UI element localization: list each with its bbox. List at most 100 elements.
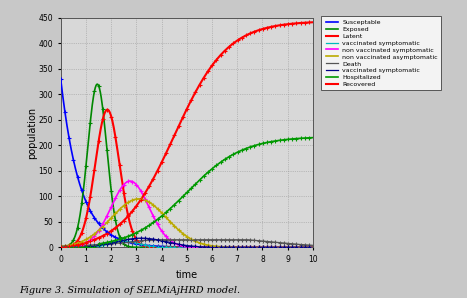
Latent xyxy=(105,108,110,111)
Hospitalized xyxy=(58,246,64,249)
vaccinated symptomatic xyxy=(310,246,316,249)
Latent xyxy=(172,246,178,249)
non vaccinated asymptomatic xyxy=(103,222,108,226)
Latent xyxy=(310,246,316,249)
X-axis label: time: time xyxy=(176,269,198,280)
Recovered xyxy=(206,67,212,71)
Hospitalized xyxy=(172,203,177,206)
Susceptable xyxy=(206,246,212,249)
Exposed xyxy=(123,244,129,247)
non vaccinated asymptomatic xyxy=(58,245,64,248)
non vaccinated asymptomatic xyxy=(248,246,254,249)
Latent xyxy=(207,246,212,249)
Line: non vaccinated symptomatic: non vaccinated symptomatic xyxy=(61,181,313,247)
Susceptable xyxy=(123,240,128,243)
non vaccinated symptomatic xyxy=(207,246,212,249)
Susceptable xyxy=(310,246,316,249)
non vaccinated symptomatic xyxy=(103,217,108,221)
vaccinated symptomatic xyxy=(58,246,64,249)
vaccinated symptomatic xyxy=(227,246,233,249)
vaccinated symptomatic xyxy=(172,246,178,249)
Latent xyxy=(123,203,129,207)
non vaccinated symptomatic xyxy=(127,179,133,183)
Hospitalized xyxy=(206,169,212,173)
vaccinated symptomatic xyxy=(58,246,64,249)
Death xyxy=(310,243,316,247)
non vaccinated asymptomatic xyxy=(310,246,316,249)
non vaccinated asymptomatic xyxy=(207,244,212,247)
Death xyxy=(58,245,64,248)
Susceptable xyxy=(248,246,254,249)
non vaccinated symptomatic xyxy=(123,181,128,185)
Latent xyxy=(58,246,64,249)
Y-axis label: population: population xyxy=(27,107,37,159)
Susceptable xyxy=(58,77,64,81)
Susceptable xyxy=(103,229,108,232)
Line: vaccinated symptomatic: vaccinated symptomatic xyxy=(61,241,313,247)
non vaccinated asymptomatic xyxy=(123,202,128,206)
Exposed xyxy=(310,246,316,249)
Line: Recovered: Recovered xyxy=(61,22,313,247)
vaccinated symptomatic xyxy=(123,240,129,243)
Hospitalized xyxy=(248,145,254,149)
Recovered xyxy=(103,233,108,236)
Hospitalized xyxy=(226,155,232,159)
Susceptable xyxy=(226,246,232,249)
Death xyxy=(149,238,155,241)
Line: vaccinated symptomatic: vaccinated symptomatic xyxy=(61,238,313,247)
Death xyxy=(248,238,254,242)
vaccinated symptomatic xyxy=(139,236,144,240)
Hospitalized xyxy=(310,136,316,139)
vaccinated symptomatic xyxy=(121,239,127,243)
Recovered xyxy=(172,133,177,136)
Death xyxy=(207,238,212,241)
Exposed xyxy=(94,82,100,86)
non vaccinated asymptomatic xyxy=(227,245,233,249)
Exposed xyxy=(58,246,64,249)
non vaccinated symptomatic xyxy=(227,246,233,249)
Recovered xyxy=(123,217,128,221)
vaccinated symptomatic xyxy=(248,246,254,249)
vaccinated symptomatic xyxy=(123,238,128,242)
Latent xyxy=(227,246,233,249)
non vaccinated symptomatic xyxy=(58,246,64,249)
Legend: Susceptable, Exposed, Latent, vaccinated symptomatic, non vaccinated symptomatic: Susceptable, Exposed, Latent, vaccinated… xyxy=(321,16,441,91)
Recovered xyxy=(58,246,64,249)
vaccinated symptomatic xyxy=(248,246,254,249)
non vaccinated symptomatic xyxy=(248,246,254,249)
Death xyxy=(123,240,128,244)
vaccinated symptomatic xyxy=(172,242,178,245)
Hospitalized xyxy=(123,235,128,239)
Recovered xyxy=(248,32,254,35)
Susceptable xyxy=(172,245,177,249)
Death xyxy=(227,238,233,241)
Line: Hospitalized: Hospitalized xyxy=(61,138,313,247)
vaccinated symptomatic xyxy=(103,242,108,246)
vaccinated symptomatic xyxy=(227,246,233,249)
Line: Exposed: Exposed xyxy=(61,84,313,247)
Recovered xyxy=(226,45,232,49)
Death xyxy=(172,238,178,241)
Recovered xyxy=(310,21,316,24)
non vaccinated symptomatic xyxy=(172,242,178,245)
Exposed xyxy=(248,246,254,249)
Line: Death: Death xyxy=(61,240,313,246)
Line: Latent: Latent xyxy=(61,110,313,247)
vaccinated symptomatic xyxy=(310,246,316,249)
Line: Susceptable: Susceptable xyxy=(61,79,313,247)
non vaccinated symptomatic xyxy=(310,246,316,249)
vaccinated symptomatic xyxy=(207,246,212,249)
non vaccinated asymptomatic xyxy=(172,225,178,229)
Hospitalized xyxy=(103,241,108,245)
Line: non vaccinated asymptomatic: non vaccinated asymptomatic xyxy=(61,199,313,247)
Exposed xyxy=(207,246,212,249)
Text: Figure 3. Simulation of SELMiAjHRD model.: Figure 3. Simulation of SELMiAjHRD model… xyxy=(19,286,240,295)
non vaccinated asymptomatic xyxy=(136,197,142,201)
Death xyxy=(103,242,108,246)
Exposed xyxy=(172,246,178,249)
vaccinated symptomatic xyxy=(207,245,212,249)
vaccinated symptomatic xyxy=(103,243,108,246)
Exposed xyxy=(227,246,233,249)
Latent xyxy=(103,110,108,113)
Latent xyxy=(248,246,254,249)
